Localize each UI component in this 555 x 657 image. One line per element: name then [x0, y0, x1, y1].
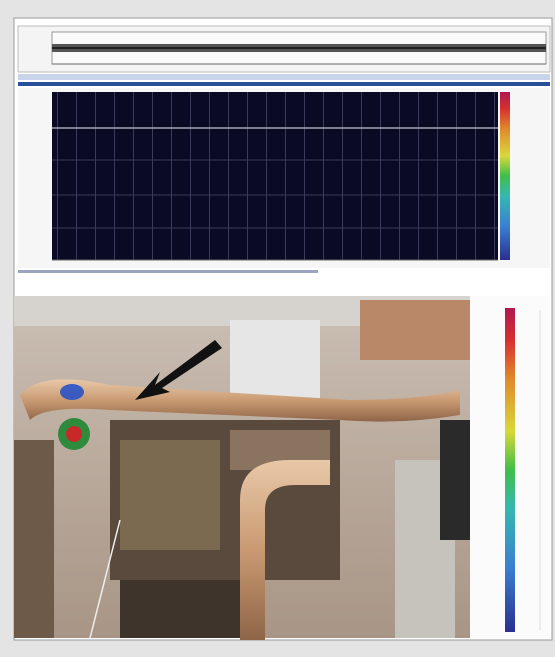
colorbar	[500, 92, 510, 260]
image-colorbar-panel	[470, 296, 550, 638]
acoustic-image	[14, 296, 470, 640]
page: (() => { const data = JSON.parse(documen…	[0, 0, 555, 657]
toolbar	[18, 74, 550, 80]
title-bar	[18, 82, 550, 86]
status-line	[18, 270, 318, 273]
screenshot	[0, 0, 555, 657]
spectrogram-panel	[18, 88, 550, 268]
colorbar	[505, 308, 515, 632]
waveform-panel	[18, 26, 550, 72]
